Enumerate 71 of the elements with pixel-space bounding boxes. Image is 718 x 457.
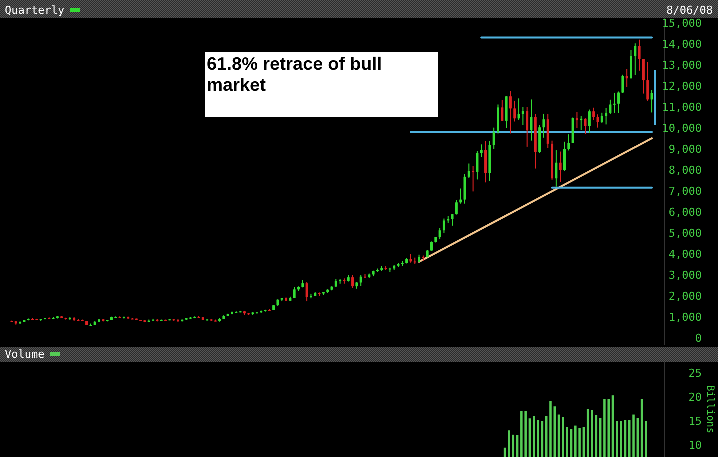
candlestick (464, 174, 466, 204)
candlestick (455, 200, 458, 216)
y-tick-label: 5,000 (668, 226, 702, 240)
candlestick (484, 140, 488, 184)
y-tick-label: 9,000 (668, 142, 702, 156)
y-tick-label: 15 (688, 414, 702, 428)
candlestick (613, 92, 616, 114)
candlestick (605, 108, 608, 126)
y-tick-label: 10,000 (662, 122, 702, 135)
candlestick (555, 150, 558, 188)
y-tick-label: 8,000 (668, 164, 702, 177)
candlestick (518, 98, 520, 121)
candlestick (293, 286, 296, 299)
candlestick (530, 99, 533, 142)
candlestick (618, 91, 620, 114)
y-tick-label: 10 (688, 438, 702, 452)
candlestick (480, 144, 483, 158)
y-axis-title: Billions (704, 385, 716, 434)
candlestick (509, 90, 512, 134)
y-tick-label: 14,000 (662, 38, 702, 51)
y-tick-label: 15,000 (662, 16, 702, 30)
candlestick (472, 166, 475, 192)
legend-label: Volume (5, 348, 45, 361)
y-tick-label: 1,000 (668, 310, 702, 324)
candlestick (514, 100, 516, 122)
y-tick-label: 25 (688, 366, 702, 380)
candlestick (646, 62, 650, 102)
y-tick-label: 3,000 (668, 268, 702, 282)
candlestick (442, 218, 446, 234)
candlestick (352, 274, 354, 290)
candlestick (430, 241, 433, 252)
candlestick (360, 274, 362, 287)
candlestick (501, 100, 504, 122)
candlestick (542, 113, 546, 138)
candlestick (476, 150, 479, 180)
candlestick (609, 99, 612, 115)
candlestick (630, 50, 632, 80)
candlestick (584, 118, 587, 135)
y-tick-label: 20 (688, 390, 702, 404)
candlestick (451, 214, 454, 226)
y-tick-label: 13,000 (662, 58, 702, 72)
y-tick-label: 7,000 (668, 184, 702, 198)
y-tick-label: 12,000 (662, 80, 702, 93)
candlestick (592, 107, 596, 121)
candlestick (576, 112, 578, 129)
candlestick (642, 58, 645, 94)
legend-label: Quarterly (5, 4, 65, 17)
text: 8/06/08 (666, 4, 713, 17)
candlestick (306, 282, 308, 302)
candlestick (522, 106, 524, 126)
candlestick (634, 43, 637, 76)
y-tick-label: 6,000 (668, 206, 702, 219)
candlestick (596, 114, 600, 128)
candlestick (638, 39, 641, 72)
candlestick (559, 151, 562, 183)
y-tick-label: 0 (695, 332, 702, 345)
candlestick (622, 74, 624, 94)
y-tick-label: 2,000 (668, 290, 702, 303)
candlestick (600, 112, 604, 124)
candlestick (650, 90, 654, 114)
candlestick (526, 106, 529, 148)
annotation: 61.8% retrace of bull market (207, 54, 382, 95)
y-tick-label: 11,000 (662, 100, 702, 114)
candlestick (588, 109, 591, 134)
candlestick (492, 127, 496, 150)
candlestick (580, 116, 583, 131)
y-tick-label: 4,000 (668, 248, 702, 261)
candlestick (563, 141, 566, 172)
candlestick (438, 228, 442, 240)
candlestick (468, 163, 470, 179)
candlestick (568, 134, 570, 152)
